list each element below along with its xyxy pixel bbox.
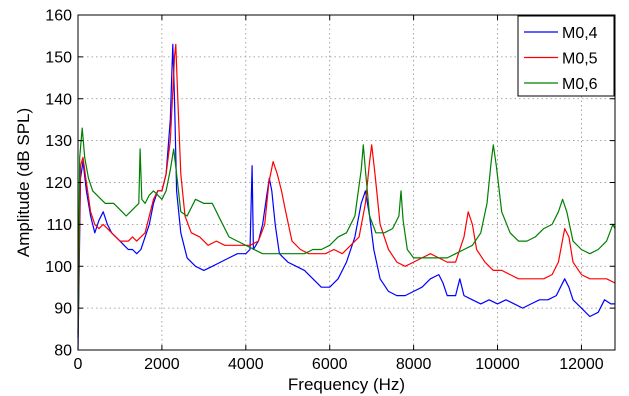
legend-label-m04: M0,4 <box>562 25 598 42</box>
x-tick-label: 8000 <box>396 356 432 373</box>
y-tick-label: 130 <box>45 133 72 150</box>
legend: M0,4 M0,5 M0,6 <box>517 15 615 97</box>
y-tick-label: 110 <box>46 217 72 234</box>
axis-ticks: 0 2000 4000 6000 8000 10000 12000 80 90 100 110 120… <box>45 8 615 373</box>
series-line-2 <box>77 127 616 338</box>
grid-lines <box>78 15 615 350</box>
x-axis-label: Frequency (Hz) <box>288 375 405 394</box>
x-tick-label: 6000 <box>312 356 348 373</box>
x-tick-label: 10000 <box>475 356 520 373</box>
y-tick-label: 150 <box>45 49 72 66</box>
y-tick-label: 120 <box>45 175 72 192</box>
y-tick-label: 80 <box>54 343 72 360</box>
series-lines <box>77 43 616 351</box>
legend-label-m06: M0,6 <box>562 76 598 93</box>
legend-label-m05: M0,5 <box>562 51 598 68</box>
y-axis-label: Amplitude (dB SPL) <box>14 108 33 257</box>
x-tick-label: 0 <box>74 356 83 373</box>
series-line-0 <box>77 43 615 351</box>
x-tick-label: 4000 <box>228 356 264 373</box>
y-tick-label: 140 <box>45 91 72 108</box>
y-tick-label: 90 <box>54 301 72 318</box>
y-tick-label: 100 <box>45 259 72 276</box>
x-tick-label: 12000 <box>559 356 604 373</box>
series-line-1 <box>77 43 616 334</box>
y-tick-label: 160 <box>45 8 72 25</box>
x-tick-label: 2000 <box>144 356 180 373</box>
